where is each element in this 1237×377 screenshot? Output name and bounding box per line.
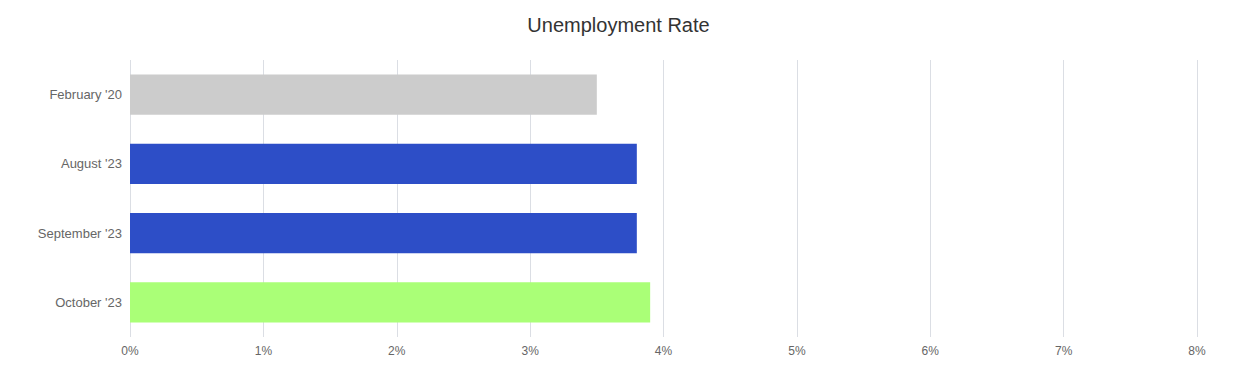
svg-text:3%: 3% (521, 344, 539, 358)
svg-text:6%: 6% (922, 344, 940, 358)
svg-text:October '23: October '23 (55, 295, 122, 310)
svg-text:8%: 8% (1188, 344, 1206, 358)
svg-text:1%: 1% (255, 344, 273, 358)
svg-text:2%: 2% (388, 344, 406, 358)
svg-text:February '20: February '20 (49, 87, 122, 102)
svg-text:4%: 4% (655, 344, 673, 358)
svg-text:September '23: September '23 (38, 226, 122, 241)
svg-text:0%: 0% (121, 344, 139, 358)
svg-text:Unemployment Rate: Unemployment Rate (527, 14, 709, 36)
svg-text:August '23: August '23 (61, 156, 122, 171)
svg-text:5%: 5% (788, 344, 806, 358)
svg-text:7%: 7% (1055, 344, 1073, 358)
